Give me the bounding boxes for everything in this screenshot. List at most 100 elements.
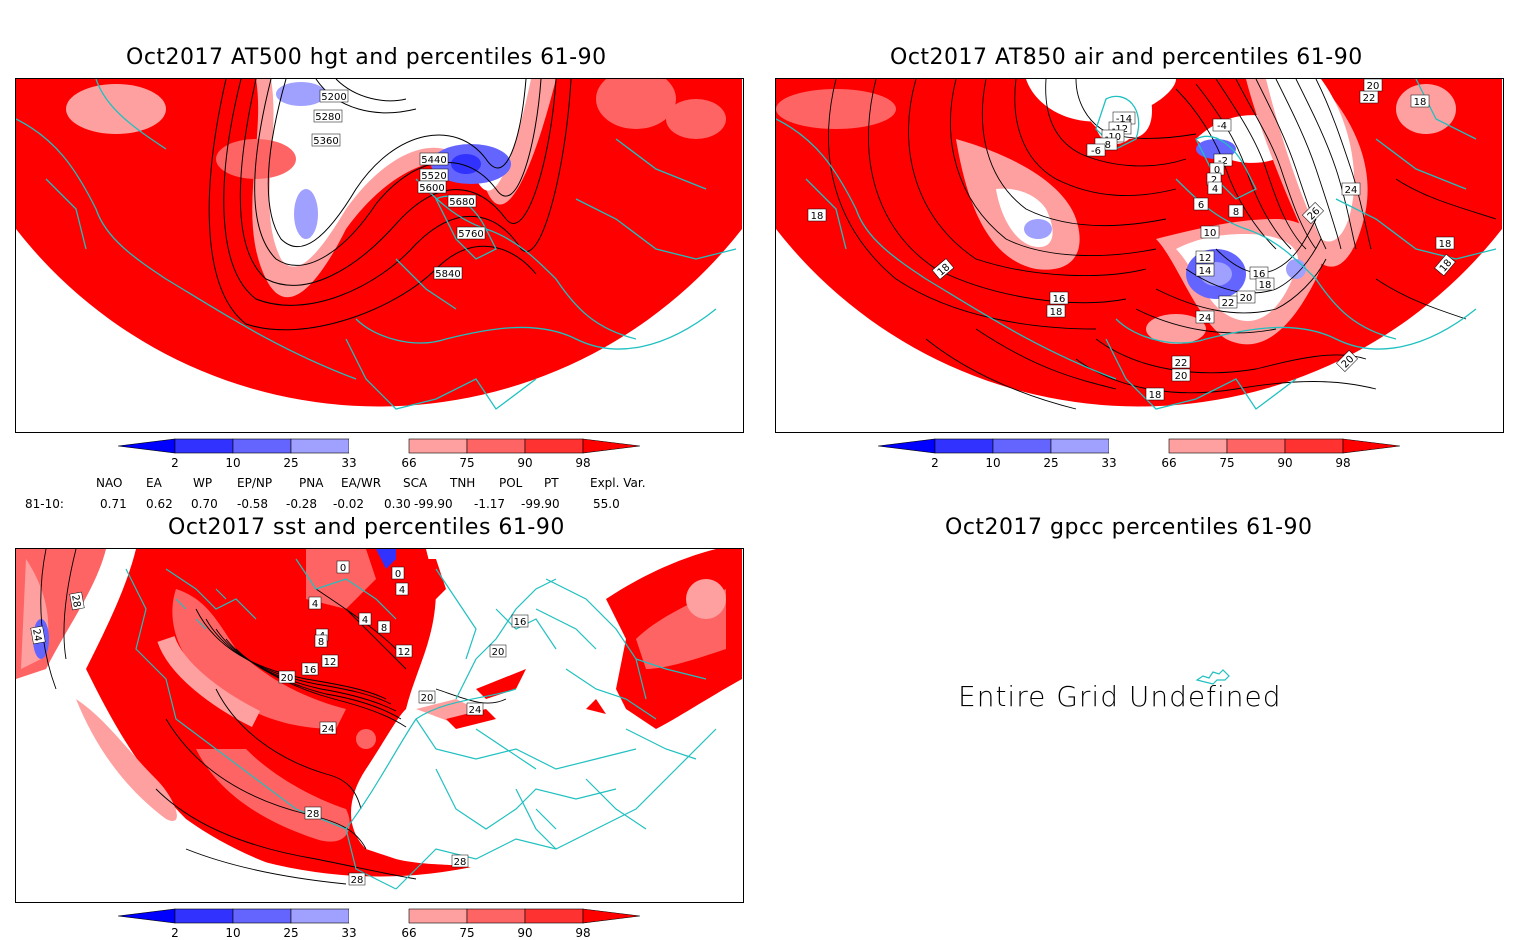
- index-header: PT: [544, 476, 559, 490]
- colorbar-cell: [290, 438, 350, 454]
- colorbar-cell: [408, 908, 468, 924]
- contour-label: 28: [307, 809, 320, 820]
- index-value: 0.70: [191, 497, 218, 511]
- contour-label: 28: [454, 857, 467, 868]
- colorbar-tick: 98: [575, 926, 590, 940]
- colorbar-tick: 25: [283, 926, 298, 940]
- contour-label: 20: [421, 693, 434, 704]
- contour-label: 22: [1363, 93, 1376, 104]
- colorbar-tick: 10: [225, 456, 240, 470]
- index-header: WP: [193, 476, 213, 490]
- contour-label: 18: [811, 211, 824, 222]
- colorbar-cell: [992, 438, 1052, 454]
- contour-label: -4: [1217, 121, 1227, 132]
- colorbar-cell: [349, 439, 409, 453]
- contour-label: 28: [69, 594, 82, 608]
- contour-label: 0: [340, 563, 346, 574]
- colorbar-tick: 2: [171, 456, 179, 470]
- undefined-grid-message: Entire Grid Undefined: [958, 680, 1282, 713]
- colorbar-cell: [349, 909, 409, 923]
- index-header: EA/WR: [341, 476, 382, 490]
- colorbar-cell: [117, 438, 176, 454]
- contour-label: 2: [1211, 175, 1217, 186]
- gpcc-coast-fragment: [1195, 669, 1230, 685]
- map-panel-air: -14 -12 -10 -8 -6 -4 -2 0 2 4 6 8 10 12 …: [775, 78, 1504, 433]
- contour-label: 24: [322, 724, 335, 735]
- contour-label: 18: [1149, 390, 1162, 401]
- contour-label: 14: [1199, 266, 1212, 277]
- index-header: SCA: [403, 476, 428, 490]
- contour-label: 4: [362, 615, 368, 626]
- colorbar-tick: 66: [1161, 456, 1176, 470]
- colorbar-cell: [524, 908, 584, 924]
- colorbar-tick: 25: [1043, 456, 1058, 470]
- colorbar-cell: [466, 908, 526, 924]
- colorbar-tick: 75: [459, 456, 474, 470]
- contour-label: 28: [351, 875, 364, 886]
- contour-label: 5200: [321, 92, 346, 103]
- colorbar-cell: [232, 908, 292, 924]
- contour-label: 18: [1050, 307, 1063, 318]
- colorbar-tick: 33: [341, 456, 356, 470]
- colorbar-cell: [174, 908, 234, 924]
- panel-title-hgt: Oct2017 AT500 hgt and percentiles 61-90: [126, 45, 607, 70]
- index-value: 0.30: [384, 497, 411, 511]
- index-value: 55.0: [593, 497, 620, 511]
- contour-label: 6: [1198, 200, 1204, 211]
- contour-label: 5760: [458, 229, 483, 240]
- index-value: -0.02: [333, 497, 365, 511]
- contour-label: 5280: [315, 112, 340, 123]
- colorbar-cell: [1342, 438, 1401, 454]
- colorbar-tick: 75: [459, 926, 474, 940]
- index-header: TNH: [450, 476, 476, 490]
- contour-label: 8: [318, 637, 324, 648]
- contour-label: 4: [399, 585, 405, 596]
- index-header: POL: [499, 476, 523, 490]
- contour-label: 8: [381, 623, 387, 634]
- colorbar-cell: [934, 438, 994, 454]
- contour-label: 4: [312, 599, 318, 610]
- panel-title-sst: Oct2017 sst and percentiles 61-90: [168, 515, 565, 540]
- colorbar-tick: 98: [1335, 456, 1350, 470]
- contour-label: -12: [1112, 124, 1128, 135]
- colorbar-cell: [1050, 438, 1110, 454]
- index-value: 0.71: [100, 497, 127, 511]
- contour-label: 10: [1204, 228, 1217, 239]
- contour-label: 4: [1212, 184, 1218, 195]
- contour-label: 16: [304, 665, 317, 676]
- contour-label: 22: [1175, 358, 1188, 369]
- colorbar-cell: [408, 438, 468, 454]
- colorbar-cell: [582, 438, 641, 454]
- contour-label: 24: [30, 628, 43, 642]
- index-value: -99.90: [414, 497, 453, 511]
- contour-label: 20: [1175, 371, 1188, 382]
- index-value: -99.90: [521, 497, 560, 511]
- index-row-label: 81-10:: [25, 497, 64, 511]
- index-header: EP/NP: [237, 476, 273, 490]
- index-value: -0.28: [286, 497, 318, 511]
- colorbar-cell: [290, 908, 350, 924]
- contour-label: 18: [1414, 97, 1427, 108]
- contour-label: 20: [492, 647, 505, 658]
- index-header: Expl. Var.: [590, 476, 646, 490]
- contour-label: 16: [1053, 294, 1066, 305]
- contour-label: 18: [1259, 280, 1272, 291]
- colorbar-cell: [174, 438, 234, 454]
- colorbar-tick: 33: [341, 926, 356, 940]
- contour-label: 5360: [313, 136, 338, 147]
- colorbar-tick: 98: [575, 456, 590, 470]
- contour-label: 24: [1199, 313, 1212, 324]
- colorbar-sst: 2 10 25 33 66 75 90 98: [117, 908, 641, 940]
- contour-label: 12: [324, 657, 337, 668]
- colorbar-cell: [232, 438, 292, 454]
- contour-label: 20: [281, 673, 294, 684]
- panel-title-air: Oct2017 AT850 air and percentiles 61-90: [890, 45, 1363, 70]
- map-panel-hgt: 5200 5280 5360 5440 5520 5600 5680 5760 …: [15, 78, 744, 433]
- contour-label: 5680: [449, 197, 474, 208]
- colorbar-cell: [1109, 439, 1169, 453]
- contour-label: -8: [1101, 140, 1111, 151]
- contour-label: 16: [514, 617, 527, 628]
- colorbar-tick: 10: [985, 456, 1000, 470]
- colorbar-tick: 66: [401, 456, 416, 470]
- colorbar-tick: 10: [225, 926, 240, 940]
